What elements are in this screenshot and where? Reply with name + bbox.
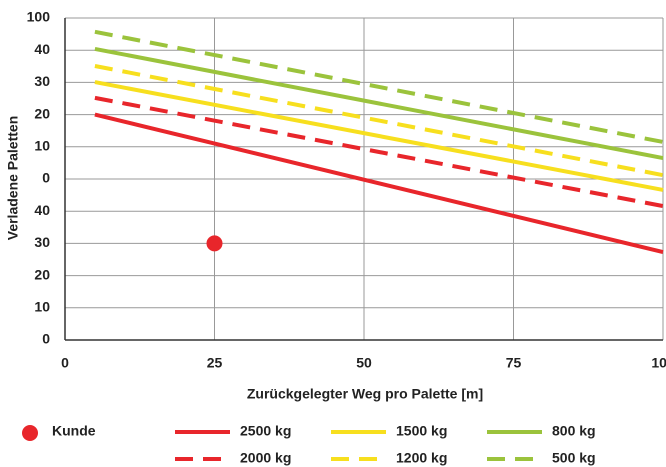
y-tick-label: 0 bbox=[42, 170, 50, 186]
series-line bbox=[94, 64, 664, 178]
y-tick-label: 30 bbox=[34, 73, 50, 89]
y-axis-label: Verladene Paletten bbox=[5, 116, 21, 241]
y-tick-label: 10 bbox=[34, 138, 50, 154]
series-line bbox=[94, 80, 664, 192]
x-tick-label: 50 bbox=[356, 355, 372, 371]
y-tick-label: 40 bbox=[34, 41, 50, 57]
series-line bbox=[94, 29, 664, 144]
series-line bbox=[94, 112, 664, 255]
series-line bbox=[94, 46, 664, 161]
y-tick-label: 30 bbox=[34, 234, 50, 250]
y-tick-label: 20 bbox=[34, 266, 50, 282]
y-tick-label: 0 bbox=[42, 331, 50, 347]
legend-label: 2000 kg bbox=[240, 450, 291, 466]
x-tick-label: 0 bbox=[61, 355, 69, 371]
y-tick-label: 10 bbox=[34, 299, 50, 315]
x-tick-label: 75 bbox=[506, 355, 522, 371]
x-tick-label: 100 bbox=[651, 355, 666, 371]
y-tick-label: 100 bbox=[27, 9, 51, 25]
legend-swatch bbox=[22, 425, 38, 441]
legend-label: Kunde bbox=[52, 423, 96, 439]
x-axis-label: Zurückgelegter Weg pro Palette [m] bbox=[247, 386, 483, 402]
series-line bbox=[94, 95, 664, 209]
y-tick-label: 20 bbox=[34, 105, 50, 121]
legend-label: 1200 kg bbox=[396, 450, 447, 466]
legend-label: 2500 kg bbox=[240, 423, 291, 439]
y-tick-label: 40 bbox=[34, 202, 50, 218]
legend-label: 800 kg bbox=[552, 423, 596, 439]
legend-label: 500 kg bbox=[552, 450, 596, 466]
data-point bbox=[206, 235, 223, 252]
x-tick-label: 25 bbox=[207, 355, 223, 371]
legend-label: 1500 kg bbox=[396, 423, 447, 439]
